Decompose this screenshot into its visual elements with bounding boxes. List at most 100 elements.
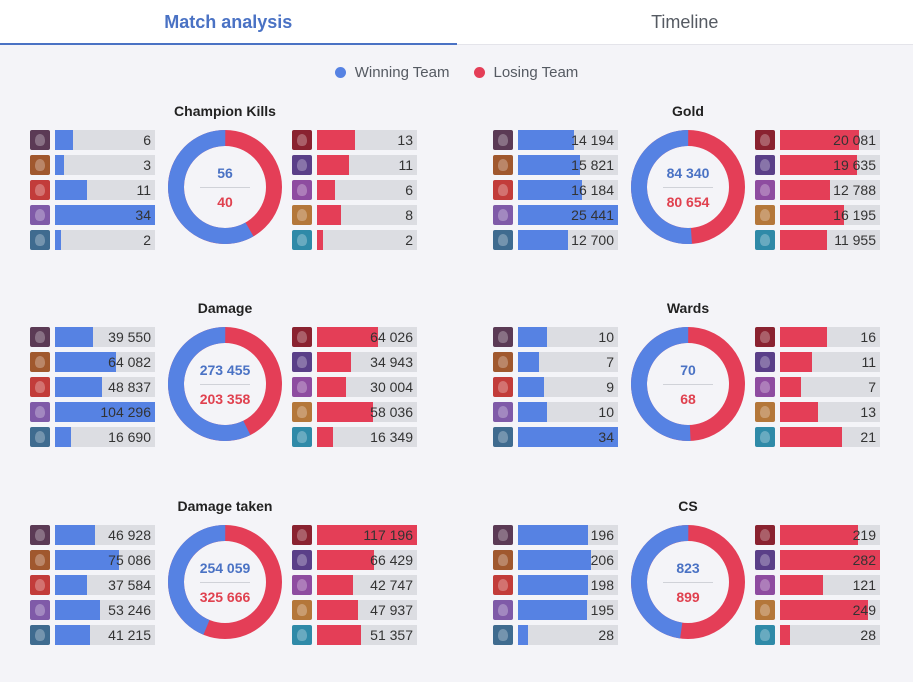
stat-bar: 8: [317, 205, 417, 225]
stat-value: 34 943: [370, 354, 413, 370]
champion-portrait[interactable]: [755, 377, 775, 397]
stat-bar: 196: [518, 525, 618, 545]
champion-portrait[interactable]: [493, 205, 513, 225]
stat-bar: 42 747: [317, 575, 417, 595]
player-stat-row: 58 036: [292, 402, 417, 422]
champion-portrait[interactable]: [755, 205, 775, 225]
champion-portrait[interactable]: [755, 625, 775, 645]
stat-bar: 64 026: [317, 327, 417, 347]
stat-value: 16 690: [108, 429, 151, 445]
stat-bar-fill: [317, 205, 341, 225]
champion-portrait[interactable]: [30, 352, 50, 372]
champion-portrait[interactable]: [30, 427, 50, 447]
champion-portrait[interactable]: [493, 377, 513, 397]
champion-portrait[interactable]: [292, 550, 312, 570]
champion-portrait[interactable]: [30, 525, 50, 545]
champion-portrait[interactable]: [493, 130, 513, 150]
winning-team-bars: 39 550 64 082 48 837 104 296 16 690: [30, 327, 155, 452]
champion-portrait[interactable]: [493, 402, 513, 422]
champion-portrait[interactable]: [755, 230, 775, 250]
champion-portrait[interactable]: [493, 180, 513, 200]
champion-portrait[interactable]: [493, 625, 513, 645]
champion-portrait[interactable]: [292, 427, 312, 447]
player-stat-row: 37 584: [30, 575, 155, 595]
champion-portrait[interactable]: [493, 600, 513, 620]
champion-portrait[interactable]: [292, 352, 312, 372]
tab-timeline[interactable]: Timeline: [651, 11, 719, 32]
champion-portrait[interactable]: [30, 377, 50, 397]
champion-portrait[interactable]: [755, 352, 775, 372]
champion-portrait[interactable]: [292, 130, 312, 150]
champion-portrait[interactable]: [493, 352, 513, 372]
champion-portrait[interactable]: [30, 327, 50, 347]
champion-portrait[interactable]: [30, 180, 50, 200]
champion-portrait[interactable]: [755, 180, 775, 200]
stat-value: 16 349: [370, 429, 413, 445]
champion-portrait[interactable]: [292, 327, 312, 347]
stat-value: 206: [590, 552, 614, 568]
stat-bar-fill: [55, 575, 88, 595]
panel-gold: Gold 14 194 15 821 16 184 25 441 12 700 84 340…: [493, 103, 883, 263]
champion-portrait[interactable]: [755, 550, 775, 570]
stat-bar: 15 821: [518, 155, 618, 175]
champion-portrait[interactable]: [493, 575, 513, 595]
stat-bar-fill: [780, 352, 813, 372]
stat-value: 10: [598, 404, 614, 420]
champion-portrait[interactable]: [30, 230, 50, 250]
stat-bar: 2: [317, 230, 417, 250]
player-stat-row: 13: [755, 402, 880, 422]
stat-bar: 7: [780, 377, 880, 397]
stat-value: 12 700: [571, 232, 614, 248]
champion-portrait[interactable]: [493, 525, 513, 545]
stat-value: 30 004: [370, 379, 413, 395]
champion-portrait[interactable]: [493, 427, 513, 447]
champion-portrait[interactable]: [755, 130, 775, 150]
stat-value: 6: [405, 182, 413, 198]
champion-portrait[interactable]: [30, 575, 50, 595]
champion-portrait[interactable]: [30, 130, 50, 150]
champion-portrait[interactable]: [292, 575, 312, 595]
champion-portrait[interactable]: [292, 625, 312, 645]
champion-portrait[interactable]: [292, 155, 312, 175]
champion-portrait[interactable]: [30, 600, 50, 620]
champion-portrait[interactable]: [30, 550, 50, 570]
stat-bar-fill: [55, 625, 91, 645]
champion-portrait[interactable]: [493, 230, 513, 250]
player-stat-row: 11: [292, 155, 417, 175]
stat-bar-fill: [780, 625, 790, 645]
tab-match-analysis[interactable]: Match analysis: [0, 0, 457, 45]
stat-bar: 6: [55, 130, 155, 150]
legend-winning-label: Winning Team: [354, 64, 450, 81]
champion-portrait[interactable]: [755, 575, 775, 595]
champion-portrait[interactable]: [30, 402, 50, 422]
champion-portrait[interactable]: [755, 525, 775, 545]
champion-portrait[interactable]: [292, 230, 312, 250]
donut-totals: 273 455 203 358: [168, 327, 282, 441]
stat-bar-fill: [780, 155, 858, 175]
champion-portrait[interactable]: [30, 155, 50, 175]
champion-portrait[interactable]: [292, 377, 312, 397]
champion-portrait[interactable]: [292, 205, 312, 225]
champion-portrait[interactable]: [755, 155, 775, 175]
champion-portrait[interactable]: [493, 155, 513, 175]
donut-divider: [200, 581, 250, 583]
champion-portrait[interactable]: [292, 525, 312, 545]
champion-portrait[interactable]: [755, 600, 775, 620]
champion-portrait[interactable]: [292, 180, 312, 200]
champion-portrait[interactable]: [755, 402, 775, 422]
stat-bar: 34: [518, 427, 618, 447]
stat-value: 41 215: [108, 627, 151, 643]
stat-bar-fill: [317, 377, 346, 397]
stat-bar-fill: [317, 575, 354, 595]
champion-portrait[interactable]: [755, 427, 775, 447]
champion-portrait[interactable]: [30, 205, 50, 225]
stat-value: 2: [405, 232, 413, 248]
champion-portrait[interactable]: [493, 327, 513, 347]
champion-portrait[interactable]: [292, 402, 312, 422]
champion-portrait[interactable]: [292, 600, 312, 620]
stat-bar: 282: [780, 550, 880, 570]
champion-portrait[interactable]: [755, 327, 775, 347]
champion-portrait[interactable]: [30, 625, 50, 645]
champion-portrait[interactable]: [493, 550, 513, 570]
panel-cs: CS 196 206 198 195 28 823 899 219 282 121 249 28: [493, 498, 883, 658]
